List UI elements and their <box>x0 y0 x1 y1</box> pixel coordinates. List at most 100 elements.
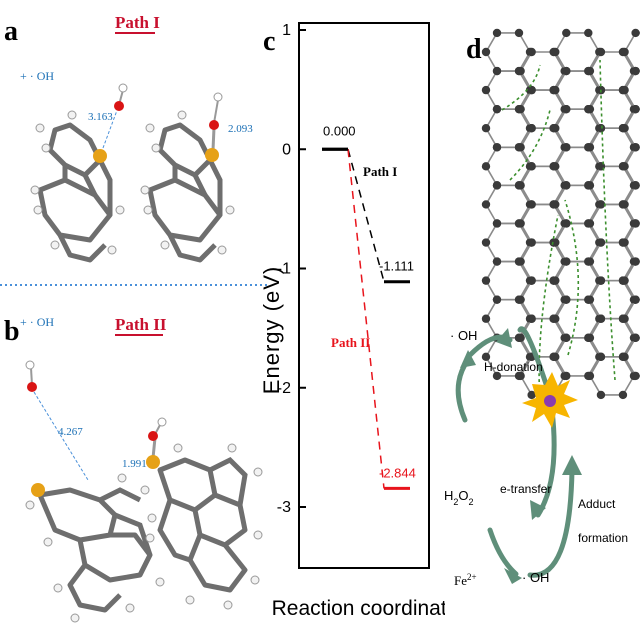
reagent-oh-b: + · OH <box>20 315 54 329</box>
carbon-atom <box>551 85 560 95</box>
fe-ion-label: Fe2+ <box>454 572 477 588</box>
sulfur-atom-a2 <box>205 148 219 162</box>
series-connector-1 <box>347 149 385 282</box>
carbon-atom <box>527 314 536 323</box>
carbon-atom <box>631 28 640 38</box>
carbon-atom <box>584 28 593 38</box>
carbon-atom <box>585 66 595 76</box>
oxygen-atom-b1 <box>27 382 37 392</box>
carbon-atom <box>562 143 571 152</box>
carbon-atom <box>527 47 536 57</box>
hydrogen-atom-b1 <box>25 360 35 370</box>
panel-c-letter: c <box>263 26 275 57</box>
panel-b-letter: b <box>4 316 20 347</box>
panel-a-letter: a <box>4 16 18 47</box>
carbon-atom <box>631 143 640 152</box>
carbon-atom <box>481 314 491 323</box>
carbon-atom <box>551 124 560 133</box>
carbon-atom <box>620 314 629 323</box>
carbon-atom <box>516 257 525 266</box>
carbon-atom <box>516 333 525 342</box>
oxygen-atom-a2 <box>209 120 219 130</box>
carbon-atom <box>527 238 536 247</box>
path-ii-annotation: Path II <box>331 335 370 350</box>
molecule-b2 <box>145 417 263 610</box>
carbon-atom <box>585 371 595 381</box>
metal-atom-icon <box>544 395 556 407</box>
carbon-atom <box>631 257 640 266</box>
carbon-atom <box>492 143 502 152</box>
carbon-atom <box>562 181 571 190</box>
carbon-atom <box>562 219 571 228</box>
bond-dashed-a1 <box>102 104 120 149</box>
h2o2-label: H2O2 <box>444 488 474 507</box>
distance-a2: 2.093 <box>228 123 253 135</box>
panel-c-chart: c 1 0 -1 -2 -3 -1.111 -2.844 0.000 Energy (eV)… <box>259 22 445 620</box>
carbon-atom <box>620 200 629 209</box>
carbon-atom <box>620 47 629 57</box>
panel-b: b Path II + · OH 4.267 <box>4 315 263 623</box>
adduct-formation-label: Adduct formation <box>578 497 628 545</box>
carbon-atom <box>596 352 606 362</box>
carbon-atom <box>631 333 640 342</box>
carbon-atom <box>562 333 571 342</box>
carbon-atom <box>596 276 606 285</box>
sulfur-atom-b1 <box>31 483 45 497</box>
carbon-atom <box>481 276 491 285</box>
carbon-atom <box>620 85 629 95</box>
path-i-annotation: Path I <box>363 164 397 179</box>
carbon-atom <box>596 200 606 209</box>
y-tick-label: -3 <box>277 499 291 516</box>
carbon-atom <box>514 28 524 38</box>
carbon-atom <box>596 390 606 400</box>
distance-b2: 1.991 <box>122 458 147 470</box>
carbon-atom <box>481 200 491 209</box>
series-connector-2 <box>347 149 385 489</box>
series-layer: -1.111 -2.844 0.000 <box>322 123 416 490</box>
carbon-atom <box>596 124 606 133</box>
carbon-atom <box>585 181 595 190</box>
carbon-atom <box>562 371 571 381</box>
carbon-atom <box>527 85 536 95</box>
carbon-atom <box>631 104 640 114</box>
carbon-atom <box>527 162 536 171</box>
carbon-atom <box>516 66 525 76</box>
carbon-atom <box>527 124 536 133</box>
hydrogen-atom-b2 <box>157 417 167 427</box>
oxygen-atom-b2 <box>148 431 158 441</box>
sulfur-atom-a1 <box>93 149 107 163</box>
carbon-atom <box>631 66 640 76</box>
carbon-atom <box>492 181 502 190</box>
carbon-atom <box>551 314 560 323</box>
x-axis-label: Reaction coordinate <box>272 597 445 620</box>
carbon-atom <box>516 143 525 152</box>
carbon-atom <box>492 371 502 381</box>
carbon-atom <box>631 371 640 381</box>
carbon-atom <box>585 333 595 342</box>
carbon-atom <box>481 238 491 247</box>
carbon-atom <box>585 104 595 114</box>
panel-d: d · OH H-donation H2O2 e-tr <box>444 28 640 588</box>
carbon-atom <box>562 66 571 76</box>
carbon-atom <box>492 66 502 76</box>
carbon-atom <box>562 295 571 304</box>
carbon-atom <box>620 162 629 171</box>
distance-b1: 4.267 <box>58 426 83 438</box>
oh-radical-top: · OH <box>450 328 477 343</box>
hydrogen-atom-a1 <box>118 83 128 93</box>
carbon-atom <box>631 219 640 228</box>
y-ticks: 1 0 -1 -2 -3 <box>277 22 306 516</box>
carbon-atom <box>481 352 491 362</box>
h-donation-label: H-donation <box>484 360 543 374</box>
carbon-atom <box>516 371 525 381</box>
distance-a1: 3.163 <box>88 111 113 123</box>
reaction-arrows <box>455 326 575 578</box>
carbon-atom <box>585 143 595 152</box>
oxygen-atom-a1 <box>114 101 124 111</box>
carbon-atom <box>596 314 606 323</box>
energy-value-2: -2.844 <box>379 465 416 480</box>
panel-d-letter: d <box>466 34 482 65</box>
carbon-atom <box>631 295 640 304</box>
carbon-atom <box>620 238 629 247</box>
